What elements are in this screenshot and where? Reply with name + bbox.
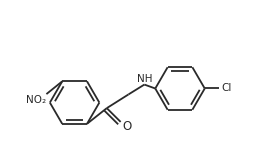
Text: Cl: Cl [221,83,232,93]
Text: NH: NH [137,74,152,84]
Text: NO₂: NO₂ [26,95,47,105]
Text: O: O [122,120,131,133]
